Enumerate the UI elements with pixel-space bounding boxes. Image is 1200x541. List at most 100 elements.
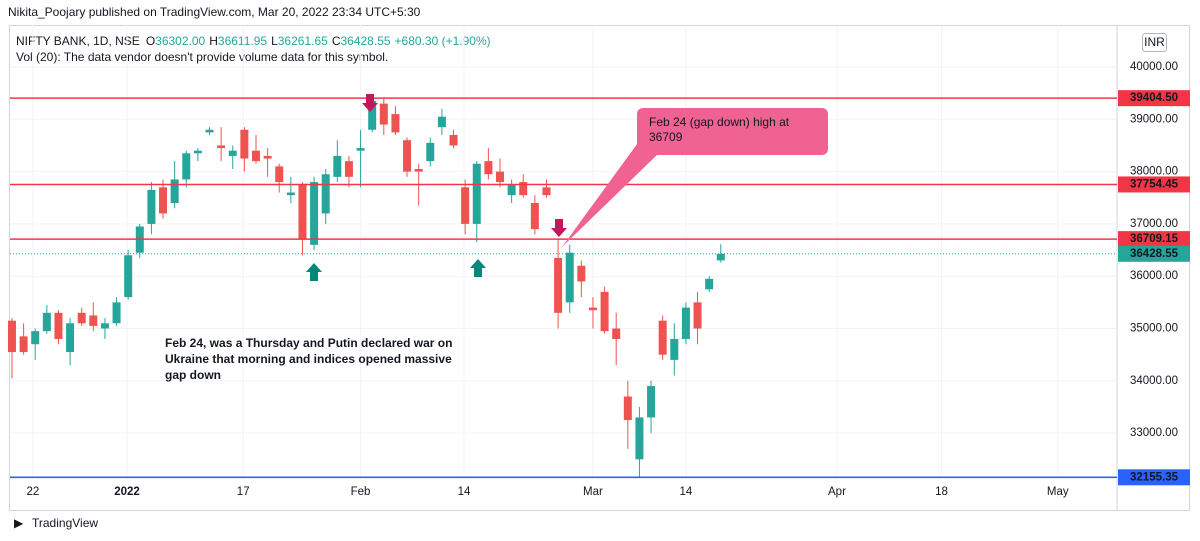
header-part: +680.30 (+1.90%) [395,34,491,48]
candle-body [159,187,168,214]
y-tick-label: 33000.00 [1130,427,1178,439]
candle-body [577,265,586,282]
candle-body [623,396,632,421]
candle-body [379,103,388,125]
header-part: 36428.55 [340,34,390,48]
callout-text: 36709 [649,130,683,144]
publisher: Nikita_Poojary published on TradingView.… [8,5,421,19]
candle-body [519,182,528,196]
y-tick-label: 35000.00 [1130,323,1178,335]
price-label: 36428.55 [1130,248,1179,260]
ohlc-header: NIFTY BANK, 1D, NSE O36302.00 H36611.95 L36… [16,34,491,48]
header-part: H [209,34,218,48]
header-part: C [332,34,341,48]
candle-body [147,189,156,224]
candle-body [310,182,319,245]
candle-body [565,252,574,303]
candle-body [705,278,714,290]
candle-body [31,331,40,345]
x-tick-label: 2022 [114,486,140,498]
price-label-bg [1118,245,1190,262]
footer-logo: ▶ [14,516,24,530]
price-label: 36709.15 [1130,233,1179,245]
header-part: NIFTY BANK, 1D, NSE [16,34,140,48]
currency[interactable]: INR [1144,35,1165,49]
candle-body [321,174,330,214]
candle-body [89,315,98,326]
callout-text: Feb 24 (gap down) high at [649,115,790,129]
candle-body [77,312,86,324]
candle-body [356,148,365,151]
y-tick-label: 38000.00 [1130,166,1178,178]
y-tick-label: 37000.00 [1130,218,1178,230]
header-part: 36261.65 [278,34,328,48]
candle-body [66,323,75,353]
header-part: L [271,34,278,48]
candle-body [588,307,597,311]
candle-body [275,166,284,183]
x-tick-label: 17 [237,486,250,498]
candle-body [554,257,563,313]
x-tick-label: Mar [583,486,603,498]
candle-body [170,179,179,203]
header-part: 36611.95 [218,34,267,48]
candle-body [461,187,470,224]
candle-body [19,336,28,353]
candle-body [658,320,667,355]
price-label-bg [1118,176,1190,193]
candle-body [240,129,249,159]
candle-body [414,168,423,172]
x-tick-label: 14 [458,486,471,498]
candle-body [403,140,412,172]
candle-body [449,134,458,146]
price-label-bg [1118,231,1190,248]
candle-body [112,302,121,324]
candle-body [693,302,702,329]
candle-body [495,171,504,183]
candle-body [391,114,400,133]
y-tick-label: 40000.00 [1130,61,1178,73]
candle-body [251,150,260,162]
note-text: Ukraine that morning and indices opened … [165,352,452,366]
price-label-bg [1118,469,1190,486]
footer: TradingView [32,516,98,530]
candle-body [205,129,214,133]
candle-body [286,192,295,196]
frame [9,25,1190,511]
x-tick-label: 22 [26,486,39,498]
price-label: 37754.45 [1130,178,1179,190]
callout-pointer [562,140,660,247]
candle-body [100,323,109,329]
candle-body [368,100,377,130]
arrow [470,259,486,277]
callout-box [637,108,828,155]
price-label: 32155.35 [1130,471,1179,483]
candle-body [437,116,446,128]
volume-note: Vol (20): The data vendor doesn't provid… [16,50,388,64]
candle-body [333,155,342,177]
candle-body [124,255,133,298]
header-part: 36302.00 [155,34,205,48]
x-tick-label: 14 [680,486,693,498]
price-label: 39404.50 [1130,92,1178,104]
candle-body [542,187,551,196]
arrow [306,263,322,281]
note-text: gap down [165,368,221,382]
currency-box[interactable] [1142,33,1167,52]
price-label-bg [1118,90,1190,107]
x-tick-label: Feb [351,486,371,498]
candle-body [670,338,679,360]
y-tick-label: 34000.00 [1130,375,1178,387]
candle-body [344,161,353,177]
candle-body [472,163,481,224]
candle-body [42,312,51,332]
y-tick-label: 36000.00 [1130,270,1178,282]
candle-body [484,161,493,175]
candle-body [647,386,656,418]
candle-body [182,153,191,180]
candle-body [228,150,237,156]
candle-body [716,253,725,261]
y-tick-label: 39000.00 [1130,113,1178,125]
